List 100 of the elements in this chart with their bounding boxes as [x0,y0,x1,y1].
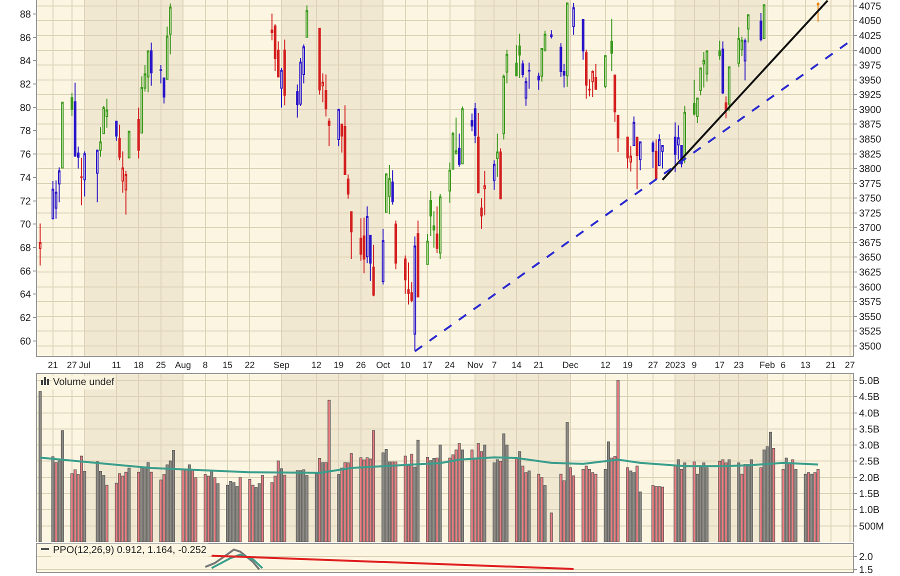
bar [728,459,731,542]
y-tick-label: 1.5 [859,564,874,576]
y-tick-label: 4075 [859,1,882,12]
bar [182,469,185,542]
candlestick [652,140,654,168]
candlestick [150,42,153,86]
candlestick [128,130,130,158]
candlestick [416,220,420,298]
y2-tick-label: 60 [20,336,32,348]
candlestick [604,55,607,89]
bar [70,473,74,542]
y-tick-label: 3525 [859,326,882,338]
bar [137,472,140,542]
bar [80,456,83,542]
candlestick [537,72,540,90]
y2-tick-label: 88 [20,10,32,21]
candlestick [337,108,340,147]
x-tick-label: 13 [800,360,810,370]
bar [470,450,474,542]
candlestick [550,30,553,39]
x-tick-label: 14 [511,360,522,370]
y-tick-label: 3650 [859,252,882,264]
bar [140,466,144,542]
bar [366,457,369,542]
y-tick-label: 5.0B [859,376,880,387]
x-tick-label: 21 [826,360,836,370]
bar [502,433,506,542]
bar [394,462,398,542]
x-tick-label: 27 [648,360,658,370]
y-tick-label: 3600 [859,282,882,294]
y-tick-label: 3725 [859,208,882,220]
x-tick-label: 24 [444,360,455,370]
candlestick [654,139,658,180]
candlestick [718,40,721,60]
bar [210,470,214,542]
bar [438,444,442,542]
x-tick-label: 7 [492,360,497,370]
bar [74,469,77,542]
bar [692,462,696,542]
bar [661,486,664,542]
y-tick-label: 3800 [859,164,882,176]
candlestick [760,12,762,42]
bar [813,472,816,542]
candlestick [474,102,476,144]
x-tick-label: 17 [714,360,725,370]
bar [226,484,229,542]
y2-tick-label: 70 [20,220,32,231]
bar [146,462,150,542]
x-tick-label: 19 [334,360,344,370]
candlestick [658,134,661,166]
y-tick-label: 3.0B [859,440,880,452]
x-tick-label: Sep [273,360,290,370]
y-tick-label: 4.5B [859,392,880,404]
y2-tick-label: 78 [20,126,32,138]
candlestick [499,148,502,200]
bar [528,470,531,542]
bar [204,474,207,542]
bar [296,470,299,542]
bar [676,459,680,542]
bar [476,443,480,542]
candlestick [306,4,308,38]
y-tick-label: 3.5B [859,424,880,436]
bar [410,454,414,542]
x-tick-label: 15 [222,360,233,370]
bar [566,422,569,542]
y-tick-label: 3775 [859,178,882,190]
x-tick-label: Aug [175,360,192,370]
candlestick [737,26,740,68]
bar [559,474,562,542]
bar [343,462,346,542]
candlestick [328,118,330,147]
x-tick-label: 8 [202,360,208,370]
bar [721,459,724,542]
bar [382,452,385,542]
y-tick-label: 1.5B [859,489,880,500]
candlestick [362,217,366,274]
bar [372,430,376,542]
x-tick-label: 17 [422,360,433,370]
candlestick [582,19,584,60]
x-tick-label: Oct [376,360,391,370]
bar [636,466,639,542]
bar [321,462,324,542]
bar [276,460,280,542]
candlestick [52,180,54,220]
bar [232,482,236,542]
bar [550,512,553,542]
bar [784,458,788,542]
x-tick-label: 25 [156,360,166,370]
bar [172,450,176,542]
bar [702,462,706,542]
candlestick [80,157,83,206]
bar [458,443,461,542]
bar [594,474,598,542]
candlestick [585,49,588,100]
candlestick [83,150,86,197]
bar [804,474,807,542]
candlestick [458,133,461,168]
bar [724,462,728,542]
bar [654,486,658,542]
y-tick-label: 3625 [859,268,882,279]
